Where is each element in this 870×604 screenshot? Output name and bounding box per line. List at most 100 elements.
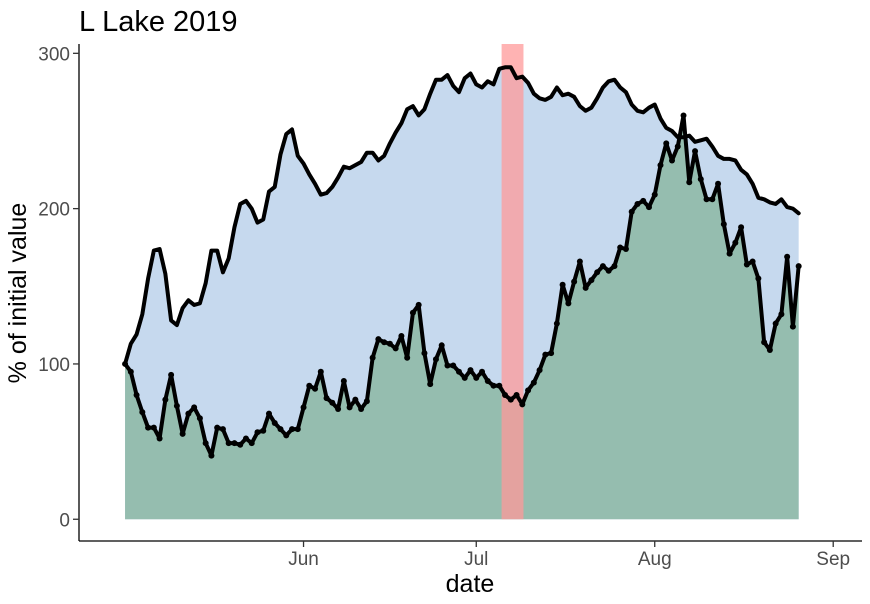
series-2-point-74 [548, 350, 555, 357]
series-2-point-23 [254, 429, 261, 436]
series-2-point-116 [789, 323, 796, 330]
series-2-point-110 [755, 275, 762, 282]
series-2-point-46 [386, 340, 393, 347]
series-2-point-62 [479, 368, 486, 375]
series-2-point-99 [692, 148, 699, 155]
x-tick-label-sep: Sep [816, 549, 850, 570]
series-2-point-2 [133, 392, 140, 399]
series-2-point-59 [461, 374, 468, 381]
series-2-point-100 [697, 176, 704, 183]
series-2-point-0 [122, 360, 129, 367]
series-2-point-32 [306, 382, 313, 389]
series-2-point-17 [219, 426, 226, 433]
series-2-point-102 [709, 196, 716, 203]
series-2-point-71 [530, 379, 537, 386]
series-2-point-72 [536, 367, 543, 374]
series-2-point-113 [772, 320, 779, 327]
series-2-point-43 [369, 354, 376, 361]
series-2-point-95 [669, 157, 676, 164]
series-2-point-12 [191, 404, 198, 411]
series-2-point-11 [185, 410, 192, 417]
series-2-point-26 [271, 419, 278, 426]
series-2-point-86 [617, 244, 624, 251]
line-layer [122, 65, 802, 459]
series-2-point-19 [231, 440, 238, 447]
series-2-point-48 [398, 332, 405, 339]
series-2-point-49 [404, 354, 411, 361]
series-2-point-45 [381, 339, 388, 346]
series-2-point-55 [438, 342, 445, 349]
series-2-point-53 [427, 381, 434, 388]
series-2-point-58 [455, 368, 462, 375]
series-2-point-93 [657, 162, 664, 169]
series-2-point-31 [300, 404, 307, 411]
series-2-point-39 [346, 404, 353, 411]
series-2-point-35 [323, 395, 330, 402]
series-2-point-77 [565, 300, 572, 307]
series-2-point-37 [335, 405, 342, 412]
series-2-point-3 [139, 409, 146, 416]
series-2-point-28 [283, 432, 290, 439]
series-2-point-10 [179, 430, 186, 437]
series-2-point-9 [173, 402, 180, 409]
series-2-point-20 [237, 441, 244, 448]
series-2-point-79 [576, 258, 583, 265]
series-2-point-105 [726, 250, 733, 257]
series-2-point-14 [202, 440, 209, 447]
series-2-point-67 [507, 396, 514, 403]
series-layer [125, 67, 799, 520]
y-tick-label-200: 200 [38, 200, 70, 221]
series-2-point-56 [444, 362, 451, 369]
series-2-point-4 [145, 424, 152, 431]
series-2-point-114 [778, 311, 785, 318]
series-2-point-30 [294, 426, 301, 433]
series-2-point-109 [749, 258, 756, 265]
x-axis-title: date [446, 570, 495, 598]
series-2-point-112 [766, 346, 773, 353]
series-2-point-108 [743, 261, 750, 268]
series-2-point-54 [432, 356, 439, 363]
series-2-point-103 [715, 180, 722, 187]
series-2-point-8 [168, 371, 175, 378]
series-2-point-91 [645, 204, 652, 211]
series-2-point-34 [317, 368, 324, 375]
series-2-point-89 [634, 200, 641, 207]
series-2-point-47 [392, 345, 399, 352]
series-2-point-24 [260, 427, 267, 434]
series-2-point-42 [363, 398, 370, 405]
series-2-point-115 [784, 253, 791, 260]
series-2-point-96 [674, 143, 681, 150]
series-2-point-69 [519, 401, 526, 408]
series-2-point-13 [196, 415, 203, 422]
series-2-point-68 [513, 392, 520, 399]
series-2-point-84 [605, 267, 612, 274]
series-2-point-83 [599, 263, 606, 270]
series-2-point-6 [156, 435, 163, 442]
series-2-point-5 [150, 424, 157, 431]
series-2-point-101 [703, 196, 710, 203]
series-2-point-90 [640, 197, 647, 204]
y-tick-label-300: 300 [38, 44, 70, 65]
series-2-point-73 [542, 351, 549, 358]
series-2-point-94 [663, 140, 670, 147]
series-2-point-117 [795, 263, 802, 270]
x-tick-label-jul: Jul [464, 549, 488, 570]
series-2-point-65 [496, 382, 503, 389]
series-2-point-66 [502, 392, 509, 399]
axes-layer: 0 100 200 300 Jun Jul Aug Sep [38, 44, 862, 570]
chart-title: L Lake 2019 [79, 6, 238, 38]
series-2-point-41 [358, 405, 365, 412]
series-2-point-33 [312, 385, 319, 392]
series-2-point-38 [340, 378, 347, 385]
series-2-point-51 [415, 301, 422, 308]
y-axis-title: % of initial value [4, 203, 32, 384]
series-2-point-76 [559, 281, 566, 288]
series-2-point-7 [162, 396, 169, 403]
y-tick-label-0: 0 [59, 510, 70, 531]
series-2-point-16 [214, 424, 221, 431]
series-2-point-18 [225, 440, 232, 447]
series-2-point-40 [352, 396, 359, 403]
series-2-point-15 [208, 452, 215, 459]
x-tick-label-aug: Aug [638, 549, 672, 570]
series-2-point-60 [467, 367, 474, 374]
